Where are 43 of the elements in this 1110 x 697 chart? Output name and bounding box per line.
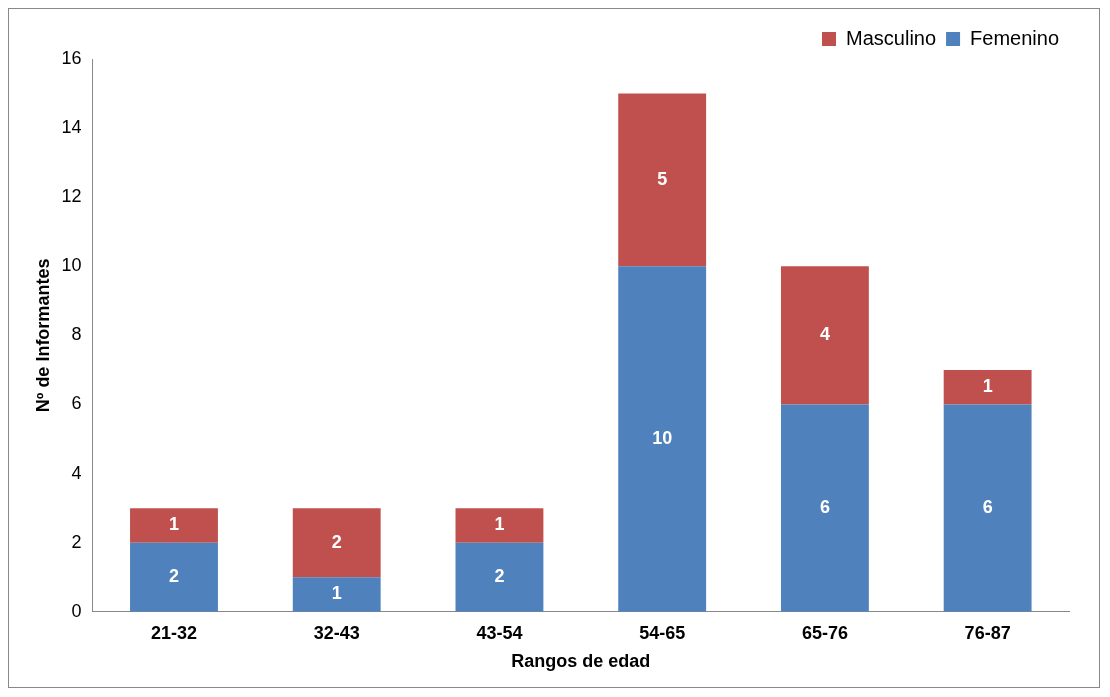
y-tick-label: 14 [61,117,82,138]
y-tick-label: 0 [71,600,82,621]
bar [130,542,218,612]
bar [292,508,381,578]
y-tick-label: 10 [61,255,82,276]
data-label: 2 [494,566,505,587]
bar [780,266,869,405]
x-tick-label: 43-54 [476,622,523,643]
bar [455,508,544,543]
y-axis-title: Nº de Informantes [32,258,53,413]
y-tick-label: 16 [61,47,82,68]
data-label: 4 [819,324,830,345]
legend-label: Masculino [846,26,937,49]
y-tick-label: 2 [71,531,82,552]
data-label: 1 [982,376,993,397]
data-label: 1 [494,514,505,535]
data-label: 6 [819,497,830,518]
x-tick-label: 32-43 [313,622,360,643]
bar [780,404,869,612]
x-tick-label: 21-32 [150,622,198,643]
bar [455,542,544,612]
x-tick-label: 54-65 [639,622,686,643]
data-label: 1 [168,514,179,535]
data-label: 2 [168,566,179,587]
data-label: 5 [657,168,668,189]
y-tick-label: 4 [71,462,82,483]
x-tick-label: 65-76 [801,622,848,643]
data-label: 10 [652,428,673,449]
bar [292,577,381,612]
y-tick-label: 6 [71,393,82,414]
bar [618,93,707,267]
data-label: 6 [982,497,993,518]
x-axis-title: Rangos de edad [511,651,651,672]
data-label: 1 [331,583,342,604]
y-tick-label: 12 [61,186,82,207]
y-tick-label: 8 [71,324,82,345]
bar [618,266,707,612]
bar [130,508,218,543]
bar [943,369,1032,405]
legend-label: Femenino [970,26,1059,49]
bar [943,404,1032,612]
x-tick-label: 76-87 [964,622,1011,643]
data-label: 2 [331,531,342,552]
